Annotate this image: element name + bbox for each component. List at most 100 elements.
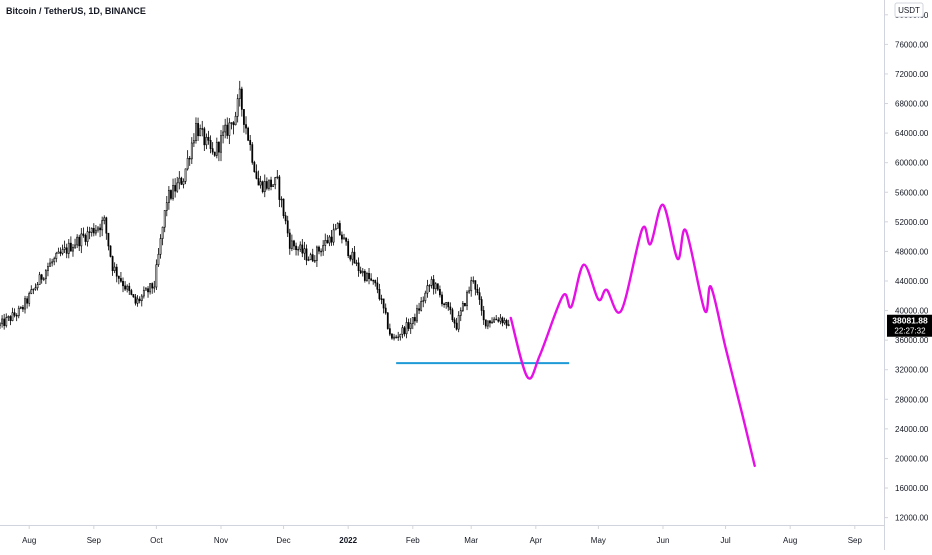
candle [159, 234, 162, 259]
candle [63, 240, 66, 254]
candle-body [263, 181, 266, 193]
candle-body [180, 177, 183, 185]
candle [103, 215, 106, 225]
candle [328, 235, 331, 247]
candle [80, 227, 83, 254]
candle [218, 141, 220, 162]
candle [436, 283, 439, 292]
candle [399, 333, 402, 341]
candle [418, 302, 420, 315]
candle-body [351, 251, 354, 260]
candle-body [157, 253, 160, 266]
candle [174, 178, 177, 198]
candle [489, 320, 491, 328]
candle [407, 318, 410, 332]
candle-body [476, 288, 479, 293]
candle-body [484, 319, 487, 327]
price-tick-label: 72000.00 [895, 70, 929, 79]
candle [44, 269, 47, 285]
candle [316, 245, 318, 267]
candle-body [126, 285, 129, 290]
candle-body [368, 273, 370, 280]
candle [53, 256, 56, 266]
candle-body [359, 270, 362, 274]
candle [28, 291, 31, 307]
candle [49, 258, 51, 267]
price-tick-label: 60000.00 [895, 159, 929, 168]
candle-body [290, 240, 293, 249]
candle [34, 283, 37, 291]
candle [61, 244, 64, 256]
candle-body [486, 320, 489, 327]
candle [357, 257, 360, 277]
candle-body [501, 317, 504, 324]
candle [0, 322, 1, 329]
candle-body [397, 336, 400, 339]
candle [190, 137, 193, 164]
candle [324, 233, 327, 251]
candle [3, 313, 6, 330]
candle-body [407, 322, 410, 329]
candle-body [280, 198, 283, 201]
candle-body [111, 256, 114, 272]
candle [124, 281, 126, 292]
candle-body [416, 308, 418, 322]
candle [142, 286, 145, 299]
candle [153, 280, 156, 293]
projection-path[interactable] [509, 203, 756, 468]
candle-body [457, 315, 460, 330]
candle [47, 262, 49, 277]
candle [464, 302, 466, 307]
candle [186, 150, 189, 171]
candle-body [447, 302, 450, 308]
candle-body [178, 177, 181, 184]
candle-body [495, 318, 498, 321]
candle [67, 239, 70, 259]
candle-body [380, 298, 383, 300]
candle-body [44, 270, 47, 280]
candle [301, 238, 304, 258]
candle [232, 121, 235, 135]
price-tick-label: 56000.00 [895, 188, 929, 197]
candle-body [320, 250, 322, 253]
candle [497, 317, 500, 323]
candle-body [51, 261, 54, 264]
candle [482, 305, 485, 325]
candle [134, 294, 137, 306]
candle [109, 245, 112, 258]
candle [215, 137, 218, 159]
time-tick-label: Mar [464, 536, 478, 545]
candle [22, 304, 24, 313]
candle-body [109, 245, 112, 257]
candle [493, 316, 496, 323]
candle-body [384, 307, 387, 314]
candle [138, 296, 141, 304]
time-axis[interactable]: Aug Sep Oct Nov Dec 2022 Feb Mar Apr May Jun Jul Aug… [22, 525, 862, 545]
candle-body [349, 255, 352, 260]
candle [434, 282, 437, 294]
candle-body [140, 295, 143, 302]
candle-body [426, 285, 429, 294]
candle [468, 286, 471, 294]
candle [26, 296, 29, 309]
candle-body [186, 157, 189, 170]
candle-body [13, 312, 16, 316]
candle-body [74, 244, 76, 248]
candle [120, 271, 122, 283]
candle-body [213, 151, 216, 156]
candle [388, 323, 391, 337]
candle [197, 117, 199, 141]
candle [236, 94, 239, 123]
candle-body [270, 179, 272, 187]
candle-body [32, 288, 35, 291]
candle-body [411, 317, 414, 324]
currency-badge[interactable]: USDT [894, 2, 924, 18]
candle-body [207, 136, 210, 141]
candle [397, 331, 400, 341]
candle-body [22, 306, 24, 310]
candle [203, 126, 206, 152]
candle [401, 324, 404, 339]
candle [384, 303, 387, 315]
